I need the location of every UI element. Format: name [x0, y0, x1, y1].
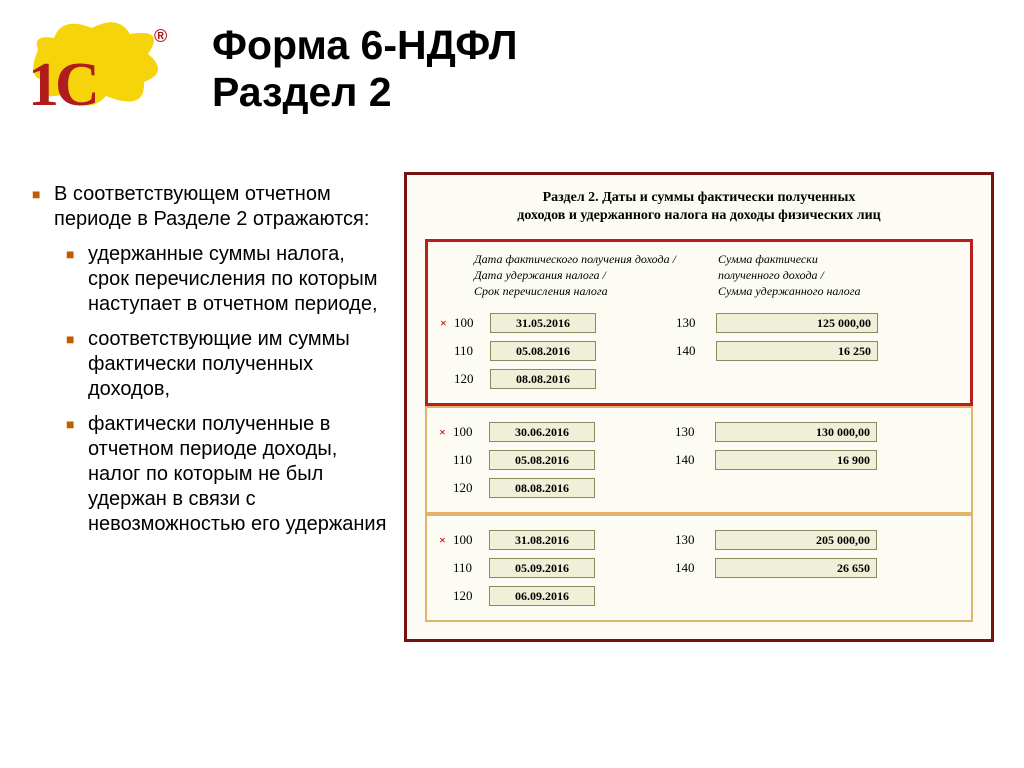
- header-right: Сумма фактическиполученного дохода /Сумм…: [718, 252, 948, 299]
- slide-title: Форма 6-НДФЛ Раздел 2: [212, 22, 517, 116]
- date-field[interactable]: 08.08.2016: [490, 369, 596, 389]
- line-code-right: 140: [675, 452, 715, 468]
- sub-bullet: ■ удержанные суммы налога, срок перечисл…: [66, 242, 390, 317]
- amount-field[interactable]: 205 000,00: [715, 530, 877, 550]
- data-rows: ×10030.06.2016 130130 000,00 11005.08.2016…: [437, 418, 959, 502]
- line-code-left: 120: [453, 480, 489, 496]
- date-field[interactable]: 30.06.2016: [489, 422, 595, 442]
- logo-text: 1С: [28, 54, 96, 116]
- line-code-left: 120: [453, 588, 489, 604]
- line-code-left: 110: [454, 343, 490, 359]
- line-code-right: 140: [675, 560, 715, 576]
- intro-text: В соответствующем отчетном периоде в Раз…: [54, 182, 390, 232]
- bullet-mark-icon: ■: [66, 242, 88, 317]
- description-column: ■ В соответствующем отчетном периоде в Р…: [32, 182, 390, 547]
- line-code-right: 140: [676, 343, 716, 359]
- section-title-line1: Раздел 2. Даты и суммы фактически получе…: [543, 190, 856, 205]
- title-line-2: Раздел 2: [212, 69, 517, 116]
- line-code-right: 130: [675, 424, 715, 440]
- delete-icon[interactable]: ×: [439, 533, 453, 548]
- bullet-mark-icon: ■: [66, 412, 88, 537]
- data-row: ×10030.06.2016 130130 000,00: [439, 418, 959, 446]
- data-row: 11005.08.2016 14016 900: [439, 446, 959, 474]
- line-code-right: 130: [675, 532, 715, 548]
- header-left: Дата фактического получения дохода /Дата…: [438, 252, 718, 299]
- title-line-1: Форма 6-НДФЛ: [212, 22, 517, 69]
- date-field[interactable]: 05.08.2016: [489, 450, 595, 470]
- sub-bullet: ■ соответствующие им суммы фактически по…: [66, 327, 390, 402]
- form-section-2-panel: Раздел 2. Даты и суммы фактически получе…: [404, 172, 994, 642]
- amount-field[interactable]: 130 000,00: [715, 422, 877, 442]
- data-rows: ×10031.05.2016 130125 000,00 11005.08.2016…: [438, 309, 958, 393]
- data-row: 12008.08.2016: [440, 365, 958, 393]
- entry-block: ×10030.06.2016 130130 000,00 11005.08.2016…: [425, 406, 973, 514]
- data-rows: ×10031.08.2016 130205 000,00 11005.09.2016…: [437, 526, 959, 610]
- delete-icon[interactable]: ×: [439, 425, 453, 440]
- date-field[interactable]: 05.09.2016: [489, 558, 595, 578]
- sub-bullet-text: удержанные суммы налога, срок перечислен…: [88, 242, 390, 317]
- date-field[interactable]: 31.08.2016: [489, 530, 595, 550]
- sub-bullet: ■ фактически полученные в отчетном перио…: [66, 412, 390, 537]
- sub-bullet-text: соответствующие им суммы фактически полу…: [88, 327, 390, 402]
- line-code-left: 100: [453, 532, 489, 548]
- intro-bullet: ■ В соответствующем отчетном периоде в Р…: [32, 182, 390, 232]
- line-code-left: 100: [454, 315, 490, 331]
- data-row: 12006.09.2016: [439, 582, 959, 610]
- line-code-left: 100: [453, 424, 489, 440]
- date-field[interactable]: 05.08.2016: [490, 341, 596, 361]
- bullet-mark-icon: ■: [32, 182, 54, 232]
- section-title-line2: доходов и удержанного налога на доходы ф…: [517, 208, 881, 223]
- bullet-mark-icon: ■: [66, 327, 88, 402]
- sub-bullet-text: фактически полученные в отчетном периоде…: [88, 412, 390, 537]
- entry-block: ×10031.08.2016 130205 000,00 11005.09.2016…: [425, 514, 973, 622]
- line-code-left: 110: [453, 560, 489, 576]
- section-2-title: Раздел 2. Даты и суммы фактически получе…: [425, 189, 973, 225]
- delete-icon[interactable]: ×: [440, 316, 454, 331]
- amount-field[interactable]: 26 650: [715, 558, 877, 578]
- line-code-right: 130: [676, 315, 716, 331]
- amount-field[interactable]: 16 250: [716, 341, 878, 361]
- data-row: ×10031.08.2016 130205 000,00: [439, 526, 959, 554]
- date-field[interactable]: 31.05.2016: [490, 313, 596, 333]
- column-headers: Дата фактического получения дохода /Дата…: [438, 252, 958, 299]
- data-row: 11005.09.2016 14026 650: [439, 554, 959, 582]
- date-field[interactable]: 06.09.2016: [489, 586, 595, 606]
- entry-block: Дата фактического получения дохода /Дата…: [425, 239, 973, 406]
- data-row: 12008.08.2016: [439, 474, 959, 502]
- data-row: 11005.08.2016 14016 250: [440, 337, 958, 365]
- amount-field[interactable]: 16 900: [715, 450, 877, 470]
- logo-registered: ®: [154, 26, 167, 47]
- line-code-left: 110: [453, 452, 489, 468]
- date-field[interactable]: 08.08.2016: [489, 478, 595, 498]
- data-row: ×10031.05.2016 130125 000,00: [440, 309, 958, 337]
- line-code-left: 120: [454, 371, 490, 387]
- logo-1c: 1С ®: [18, 20, 178, 130]
- amount-field[interactable]: 125 000,00: [716, 313, 878, 333]
